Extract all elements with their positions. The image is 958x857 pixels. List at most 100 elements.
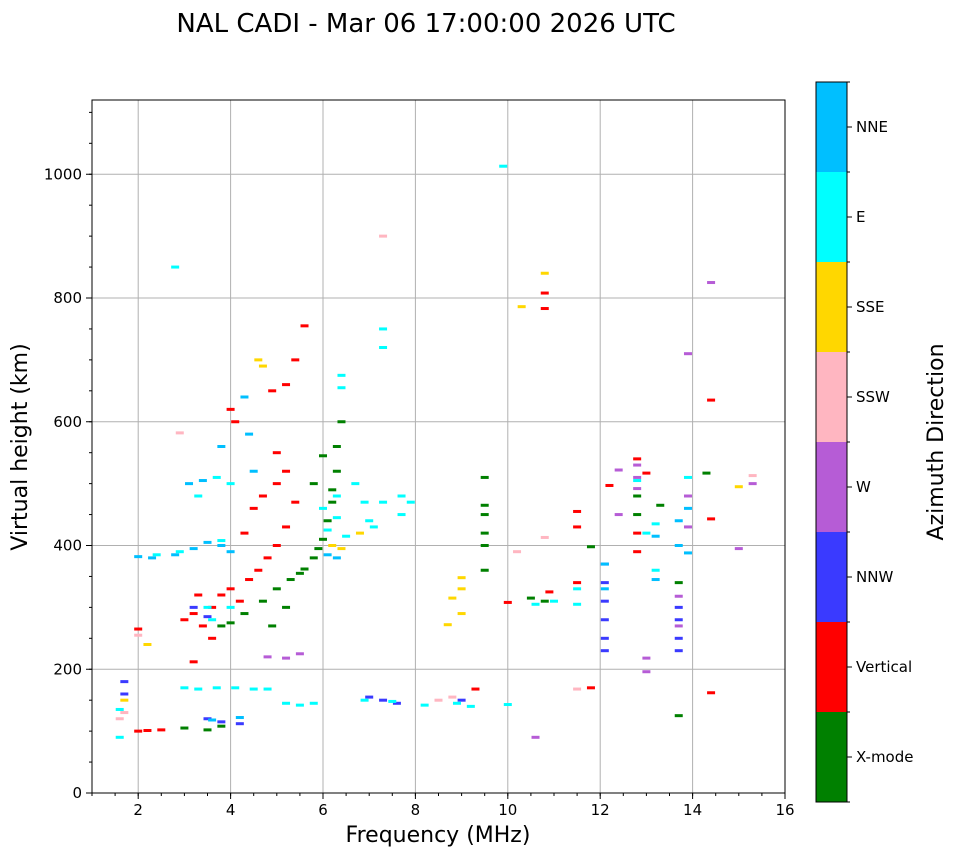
colorbar-segment <box>816 82 847 172</box>
data-point <box>480 568 489 572</box>
x-tick-label: 8 <box>411 801 421 819</box>
data-point <box>707 517 716 521</box>
data-point <box>120 692 129 696</box>
colorbar-segment <box>816 262 847 352</box>
data-point <box>448 695 457 699</box>
data-point <box>332 516 341 520</box>
data-point <box>531 735 540 739</box>
data-point <box>600 599 609 603</box>
x-axis: 2 4 6 8 10 12 14 16 <box>133 793 795 819</box>
data-point <box>707 281 716 285</box>
data-point <box>295 571 304 575</box>
data-point <box>633 479 642 483</box>
data-point <box>240 531 249 535</box>
data-point <box>365 695 374 699</box>
data-point <box>633 531 642 535</box>
data-point <box>263 687 272 691</box>
colorbar-frame <box>815 81 848 803</box>
data-point <box>683 525 692 529</box>
data-point <box>674 618 683 622</box>
data-point <box>457 576 466 580</box>
data-point <box>272 587 281 591</box>
data-point <box>351 482 360 486</box>
colorbar-segment <box>816 622 847 712</box>
data-point <box>540 291 549 295</box>
data-point <box>526 596 535 600</box>
data-point <box>642 670 651 674</box>
data-points <box>115 164 757 739</box>
data-point <box>208 605 217 609</box>
data-point <box>651 578 660 582</box>
x-tick-label: 2 <box>133 801 143 819</box>
data-point <box>323 519 332 523</box>
data-point <box>674 649 683 653</box>
colorbar-label: NNE <box>856 118 888 136</box>
data-point <box>282 525 291 529</box>
data-point <box>674 714 683 718</box>
data-point <box>443 623 452 627</box>
series-w <box>263 281 757 739</box>
data-point <box>573 687 582 691</box>
data-point <box>614 468 623 472</box>
data-point <box>337 386 346 390</box>
data-point <box>674 581 683 585</box>
x-tick-label: 10 <box>498 801 517 819</box>
data-point <box>369 525 378 529</box>
data-point <box>240 395 249 399</box>
y-axis: 0 200 400 600 800 1000 <box>44 165 92 802</box>
data-point <box>263 655 272 659</box>
data-point <box>332 469 341 473</box>
data-point <box>633 487 642 491</box>
colorbar-label: Vertical <box>856 658 912 676</box>
data-point <box>683 475 692 479</box>
data-point <box>734 485 743 489</box>
data-point <box>614 513 623 517</box>
data-point <box>245 432 254 436</box>
data-point <box>115 735 124 739</box>
data-point <box>656 503 665 507</box>
data-point <box>480 475 489 479</box>
y-tick-label: 0 <box>72 784 82 802</box>
colorbar-title: Azimuth Direction <box>924 343 949 540</box>
data-point <box>328 500 337 504</box>
data-point <box>332 445 341 448</box>
data-point <box>480 503 489 507</box>
data-point <box>573 581 582 585</box>
data-point <box>651 534 660 538</box>
data-point <box>286 578 295 582</box>
data-point <box>203 605 212 609</box>
data-point <box>600 618 609 622</box>
data-point <box>263 556 272 560</box>
data-point <box>309 701 318 705</box>
data-point <box>249 506 258 510</box>
data-point <box>291 358 300 362</box>
data-point <box>143 643 152 646</box>
data-point <box>148 556 157 560</box>
colorbar-label: NNW <box>856 568 893 586</box>
data-point <box>586 686 595 690</box>
data-point <box>226 550 235 554</box>
data-point <box>189 605 198 609</box>
data-point <box>300 324 309 328</box>
data-point <box>365 519 374 523</box>
data-point <box>642 656 651 660</box>
data-point <box>605 483 614 487</box>
data-point <box>254 568 263 572</box>
data-point <box>457 587 466 591</box>
data-point <box>143 729 152 733</box>
colorbar-label: W <box>856 478 871 496</box>
x-tick-label: 16 <box>775 801 794 819</box>
data-point <box>674 624 683 628</box>
data-point <box>185 482 194 486</box>
data-point <box>217 544 226 547</box>
data-point <box>573 602 582 606</box>
data-point <box>379 327 388 331</box>
data-point <box>600 649 609 653</box>
colorbar: X-mode Vertical NNW W SSW SSE E NNE <box>815 81 913 803</box>
data-point <box>360 500 369 504</box>
data-point <box>268 624 277 628</box>
data-point <box>258 599 267 603</box>
data-point <box>217 724 226 728</box>
data-point <box>633 463 642 467</box>
data-point <box>332 494 341 498</box>
